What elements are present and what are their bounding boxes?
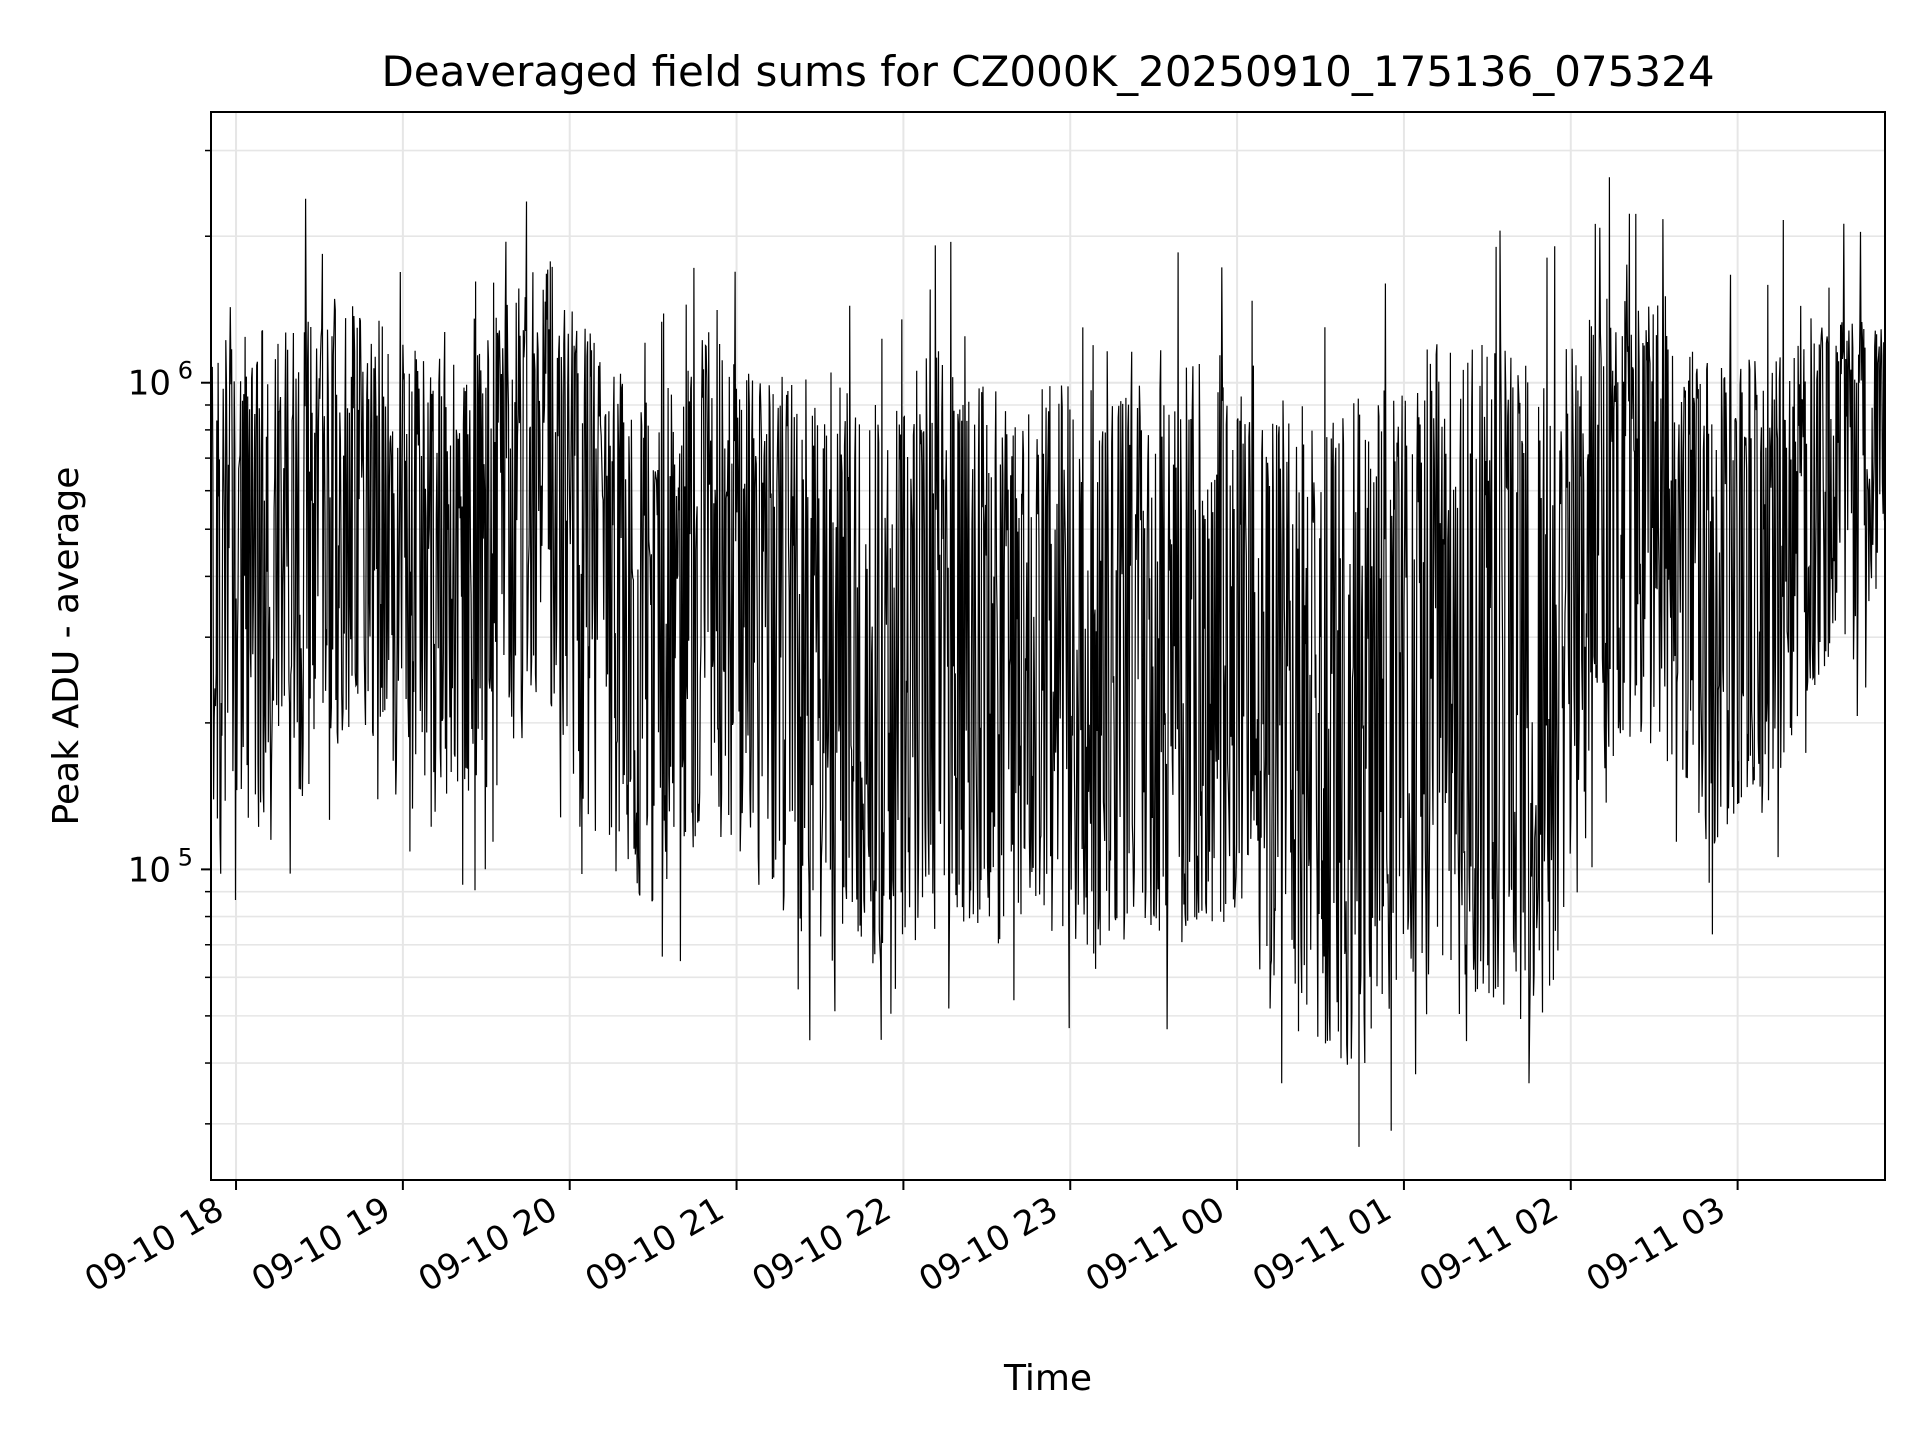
y-tick-exponent: 6 <box>178 357 193 385</box>
y-axis-label: Peak ADU - average <box>46 467 87 826</box>
data-line <box>210 177 1886 1147</box>
y-tick-label: 10 <box>128 850 171 890</box>
y-tick-exponent: 5 <box>178 843 193 871</box>
y-tick-label: 10 <box>128 364 171 404</box>
chart-title: Deaveraged field sums for CZ000K_2025091… <box>381 47 1714 96</box>
x-axis-label: Time <box>1003 1358 1092 1399</box>
series-line <box>210 177 1886 1147</box>
plot-frame <box>210 111 1886 1181</box>
